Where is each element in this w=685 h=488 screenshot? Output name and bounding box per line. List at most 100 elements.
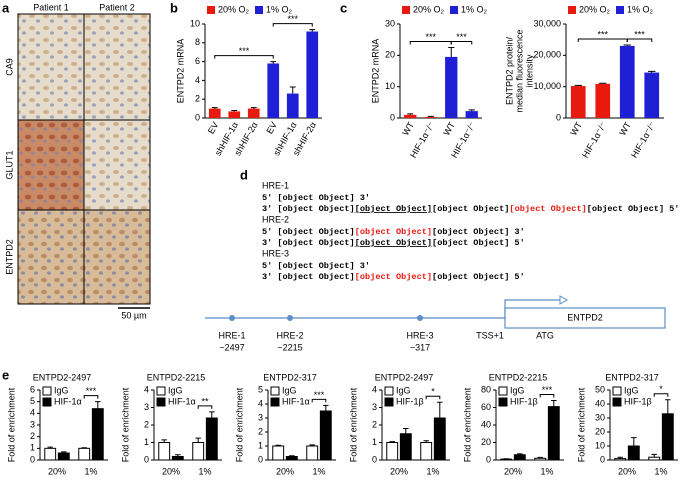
y-tick-label: 20 [595,426,605,436]
error-bar [209,411,215,418]
bar [205,417,218,461]
bar [500,458,513,461]
y-axis-label: Fold of enrichment [234,387,244,462]
y-tick-label: 80 [481,384,491,394]
significance-bracket [197,405,213,409]
x-tick-label: EV [206,120,221,135]
y-tick-label: 2 [30,431,35,441]
chart-title: ENTPD2-2215 [489,372,548,382]
panel-letter: d [240,167,248,182]
bar [286,93,299,118]
hre-site [417,315,423,321]
y-tick-label: 4 [144,384,149,394]
error-bar [407,113,414,115]
y-tick-label: 0 [258,454,263,464]
x-tick-label: 1% [654,466,667,476]
bar [91,408,104,461]
significance-label: *** [597,29,608,39]
error-bar [309,29,316,32]
significance-bracket [653,393,669,397]
sequence-segment: [object Object] [277,227,354,237]
scale-label: 50 µm [121,310,146,320]
y-tick-label: 20,000 [533,50,561,60]
error-bar [427,115,434,118]
x-tick-label: 1% [198,466,211,476]
y-tick-label: 40 [481,419,491,429]
legend-swatch [156,386,166,396]
y-tick-label: 1 [30,443,35,453]
legend-label: 1% O₂ [461,4,488,14]
y-axis-label: median fluorescence [514,29,524,112]
bar [78,447,91,461]
site-label: HRE-2 [276,330,303,340]
tss-label: TSS+1 [476,330,504,340]
sequence-segment: [object Object] [355,204,432,214]
sequence: 5′ [object Object][object Object][object … [262,227,525,237]
significance-bracket [409,41,452,45]
sequence: 3′ [object Object][object Object][object … [262,204,679,214]
legend-swatch [616,6,624,14]
y-tick-label: 0 [144,454,149,464]
significance-bracket [425,395,441,400]
legend-swatch [270,386,280,396]
y-tick-label: 5 [258,384,263,394]
sequence-segment: [object Object] [355,238,432,248]
error-bar [448,47,455,57]
bar [44,447,57,461]
legend-label: IgG [168,385,183,395]
sequence-segment: [object Object] [355,272,432,282]
error-bar [551,400,557,407]
legend-swatch [270,397,280,407]
error-bar [275,444,281,446]
significance-label: *** [314,390,325,400]
image [83,13,151,121]
bar [424,117,437,118]
promoter-diagram: ENTPD2 TSS+1 ATG [205,295,666,340]
arrow-head [559,295,569,305]
bar [208,108,221,118]
bar [306,445,319,461]
strand-end: 5′ [669,204,679,214]
y-tick-label: 2 [372,419,377,429]
site-position: −317 [410,342,430,352]
image [17,13,85,121]
y-tick-label: 0 [600,454,605,464]
x-tick-label: 1% [426,466,439,476]
sequence-segment: [object Object] [432,204,509,214]
sequence-segment: [object Object] [277,238,354,248]
legend-swatch [402,6,410,14]
legend-swatch [450,6,458,14]
row-label: GLUT1 [4,150,14,179]
y-tick-label: 0 [195,112,200,122]
bar [192,442,205,461]
legend-label: HIF-1β [396,396,424,406]
bar [513,454,526,461]
bar [644,72,660,118]
significance-bracket [83,395,99,399]
legend-label: IgG [54,385,69,395]
image [17,119,85,211]
panel-letter: e [2,367,9,382]
bar [267,63,280,118]
strand-end: 5′ [514,272,524,282]
error-bar [648,70,656,73]
y-tick-label: 1 [258,440,263,450]
y-tick-label: 30 [595,412,605,422]
bar [386,442,399,461]
panel-letter: a [2,0,10,15]
legend-swatch [42,397,52,407]
y-tick-label: 8 [195,37,200,47]
legend-swatch [156,397,166,407]
site-position: −2497 [219,342,244,352]
x-tick-label: 20% [618,466,636,476]
y-tick-label: 4 [195,75,200,85]
y-tick-label: 1 [372,437,377,447]
hre-site [287,315,293,321]
bar [285,456,298,461]
strand-end: 3′ [262,204,272,214]
legend-swatch [255,6,263,14]
error-bar [289,86,296,94]
bar [619,45,635,118]
y-axis-label: Fold of enrichment [348,387,358,462]
y-tick-label: 30,000 [533,18,561,28]
